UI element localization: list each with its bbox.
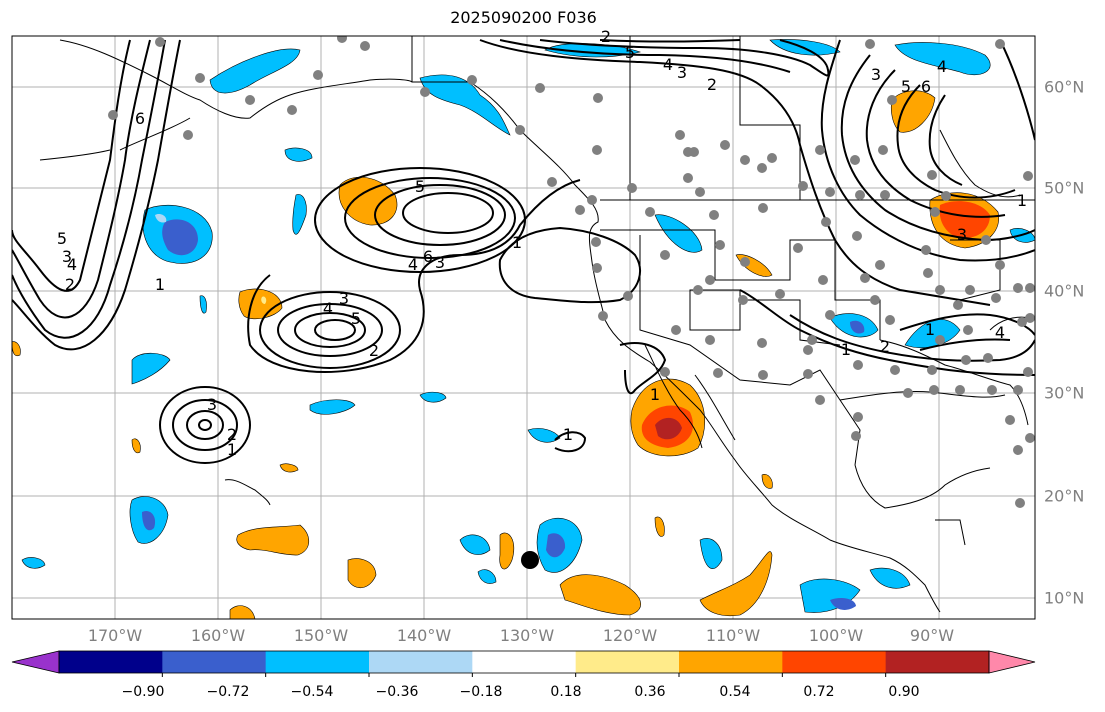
lat-label: 40°N (1044, 281, 1085, 301)
contour-label: 3 (207, 395, 217, 414)
lon-label: 150°W (293, 626, 349, 645)
contour-label: 1 (563, 425, 573, 444)
contour-label: 1 (841, 340, 851, 359)
lat-label: 10°N (1044, 588, 1085, 608)
contour-label: 1 (925, 320, 935, 339)
lon-label: 160°W (190, 626, 246, 645)
contour-label: 2 (880, 337, 890, 356)
contour-label: 3 (435, 253, 445, 272)
colorbar-tick-label: 0.90 (888, 684, 920, 700)
lon-label: 140°W (396, 626, 452, 645)
contour-label: 3 (957, 225, 967, 244)
lon-label: 170°W (87, 626, 143, 645)
contour-label-group: 6 5 4 3 2 1 5 4 3 2 1 5 4 3 2 1 6 5 4 3 … (57, 27, 1027, 459)
colorbar-tick-label: 0.36 (634, 684, 666, 700)
colorbar-tick-label: −0.72 (206, 684, 250, 700)
contour-label: 4 (995, 323, 1005, 342)
contour-label: 5 (57, 229, 67, 248)
colorbar-tick-label: −0.18 (459, 684, 503, 700)
colorbar-tick-label: 0.54 (719, 684, 751, 700)
map-title: 2025090200 F036 (450, 8, 597, 27)
contour-label: 3 (871, 65, 881, 84)
lat-label: 50°N (1044, 178, 1085, 198)
lon-label: 120°W (602, 626, 658, 645)
contour-label: 2 (707, 75, 717, 94)
contour-label: 6 (423, 247, 433, 266)
contour-label: 1 (155, 275, 165, 294)
contour-label: 4 (937, 57, 947, 76)
highlight-point-marker (521, 551, 539, 569)
strong-negative-anomaly-shading-light (155, 213, 167, 223)
lon-label: 100°W (808, 626, 864, 645)
colorbar-tick-label: −0.54 (290, 684, 334, 700)
lon-label: 110°W (705, 626, 761, 645)
contour-label: 1 (650, 385, 660, 404)
contour-label: 1 (227, 440, 237, 459)
lat-label: 60°N (1044, 77, 1085, 97)
colorbar-tick-label: 0.72 (803, 684, 835, 700)
contour-label: 2 (65, 275, 75, 294)
contour-label: 3 (339, 289, 349, 308)
contour-label: 5 (351, 309, 361, 328)
lat-label: 20°N (1044, 486, 1085, 506)
contour-label: 6 (135, 109, 145, 128)
map-frame (11, 35, 1036, 620)
negative-anomaly-shading (21, 39, 1035, 613)
contour-label: 5 (625, 43, 635, 62)
contour-label: 4 (323, 299, 333, 318)
contour-label: 1 (1017, 191, 1027, 210)
contour-label: 3 (62, 247, 72, 266)
contour-label: 4 (663, 55, 673, 74)
contour-label: 1 (512, 233, 522, 252)
contour-label: 6 (921, 77, 931, 96)
stronger-positive-anomaly-shading (655, 417, 682, 440)
contour-label: 2 (369, 341, 379, 360)
contour-label: 3 (677, 63, 687, 82)
map-content (12, 36, 1035, 619)
light-positive-anomaly-shading (261, 296, 267, 304)
contour-label: 2 (227, 425, 237, 444)
colorbar-tick-label: 0.18 (550, 684, 582, 700)
strong-negative-anomaly-shading (142, 219, 865, 610)
colorbar-tick-label: −0.90 (121, 684, 165, 700)
contour-label: 4 (67, 255, 77, 274)
station-markers (108, 36, 1035, 508)
colorbar-tick-label: −0.36 (375, 684, 419, 700)
lon-label: 90°W (909, 626, 955, 645)
contour-lines (12, 39, 1035, 464)
contour-label: 5 (415, 177, 425, 196)
lon-label: 130°W (499, 626, 555, 645)
contour-label: 5 (901, 77, 911, 96)
lat-label: 30°N (1044, 383, 1085, 403)
contour-label: 4 (408, 255, 418, 274)
